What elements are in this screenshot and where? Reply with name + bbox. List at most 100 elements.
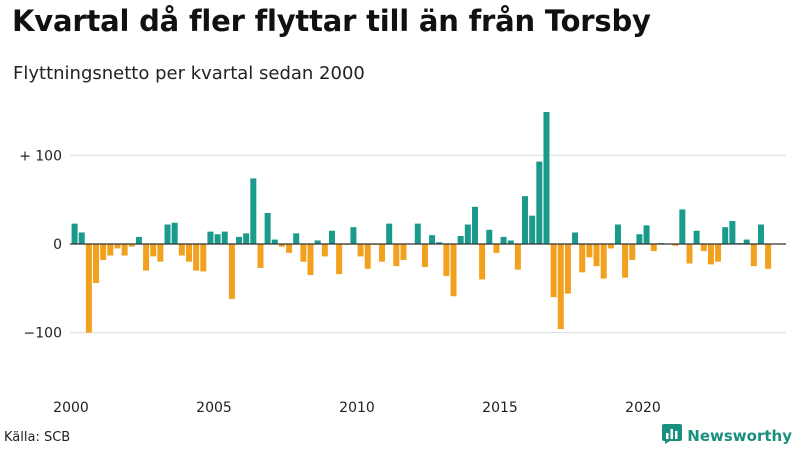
bar [386, 223, 393, 244]
bar [650, 244, 657, 252]
bar [479, 244, 486, 280]
bar [464, 224, 471, 244]
bar [200, 244, 207, 272]
y-tick-label: 0 [53, 237, 62, 253]
y-axis-tick-labels: + 100 0 −100 [19, 148, 62, 341]
bar [78, 232, 85, 244]
bar [743, 239, 750, 244]
bar [586, 244, 593, 258]
bar [264, 212, 271, 244]
bar [350, 227, 357, 244]
bar [693, 230, 700, 244]
bar [236, 236, 243, 244]
bar [321, 244, 328, 257]
bar [421, 244, 428, 268]
bar [307, 244, 314, 276]
bar [550, 244, 557, 298]
bar [243, 233, 250, 244]
bar [450, 244, 457, 297]
bar [379, 244, 386, 262]
bar [221, 231, 228, 244]
bar [629, 244, 636, 260]
chart-title: Kvartal då fler flyttar till än från Tor… [12, 4, 651, 38]
bar [672, 244, 679, 246]
bar [171, 222, 178, 244]
x-tick-label: 2020 [625, 400, 661, 416]
bar [572, 232, 579, 244]
bar [414, 223, 421, 244]
bar [121, 244, 128, 256]
bar [364, 244, 371, 269]
x-axis-tick-labels: 2000 2005 2010 2015 2020 [53, 400, 661, 416]
bar [686, 244, 693, 264]
bar [314, 240, 321, 244]
bar [593, 244, 600, 267]
bar [750, 244, 757, 267]
x-tick-label: 2005 [196, 400, 232, 416]
y-tick-label: −100 [24, 326, 62, 342]
bar [271, 239, 278, 244]
bar [757, 224, 764, 244]
bar [471, 206, 478, 244]
bar [300, 244, 307, 262]
brand-logo: Newsworthy [662, 424, 792, 448]
bar [564, 244, 571, 294]
bar [765, 244, 772, 269]
bar [157, 244, 164, 262]
bar [729, 220, 736, 244]
bar [600, 244, 607, 279]
bar [707, 244, 714, 265]
bar [507, 240, 514, 244]
bar [178, 244, 185, 256]
gridlines [70, 154, 786, 334]
bar [93, 244, 100, 283]
x-tick-label: 2015 [482, 400, 518, 416]
bar [679, 209, 686, 244]
x-tick-label: 2010 [339, 400, 375, 416]
bar [135, 236, 142, 244]
bar [429, 235, 436, 244]
bar [164, 224, 171, 244]
bar [85, 244, 92, 333]
bar [543, 111, 550, 245]
bar [529, 215, 536, 244]
bar [150, 244, 157, 257]
bars [71, 111, 772, 333]
bar-chart-icon [662, 424, 683, 448]
bar [278, 244, 285, 247]
bar [214, 234, 221, 244]
bar [607, 244, 614, 249]
bar [400, 244, 407, 260]
bar [286, 244, 293, 253]
bar [493, 244, 500, 253]
bar [393, 244, 400, 267]
bar [357, 244, 364, 257]
bar [643, 225, 650, 244]
bar [486, 229, 493, 244]
bar [443, 244, 450, 276]
bar [207, 231, 214, 244]
bar [293, 233, 300, 244]
bar [71, 223, 78, 244]
x-tick-label: 2000 [53, 400, 89, 416]
bar [336, 244, 343, 275]
bar [250, 178, 257, 244]
bar [193, 244, 200, 271]
y-tick-label: + 100 [19, 148, 62, 164]
bar [514, 244, 521, 270]
bar [100, 244, 107, 260]
chart-subtitle: Flyttningsnetto per kvartal sedan 2000 [13, 63, 365, 84]
bar [185, 244, 192, 262]
bar [500, 236, 507, 244]
bar [107, 244, 114, 256]
bar [700, 244, 707, 252]
bar [257, 244, 264, 268]
bar [457, 236, 464, 244]
bar [622, 244, 629, 278]
bar [579, 244, 586, 273]
bar [722, 227, 729, 244]
bar [114, 244, 121, 249]
source-note: Källa: SCB [4, 430, 71, 445]
bar [522, 196, 529, 244]
